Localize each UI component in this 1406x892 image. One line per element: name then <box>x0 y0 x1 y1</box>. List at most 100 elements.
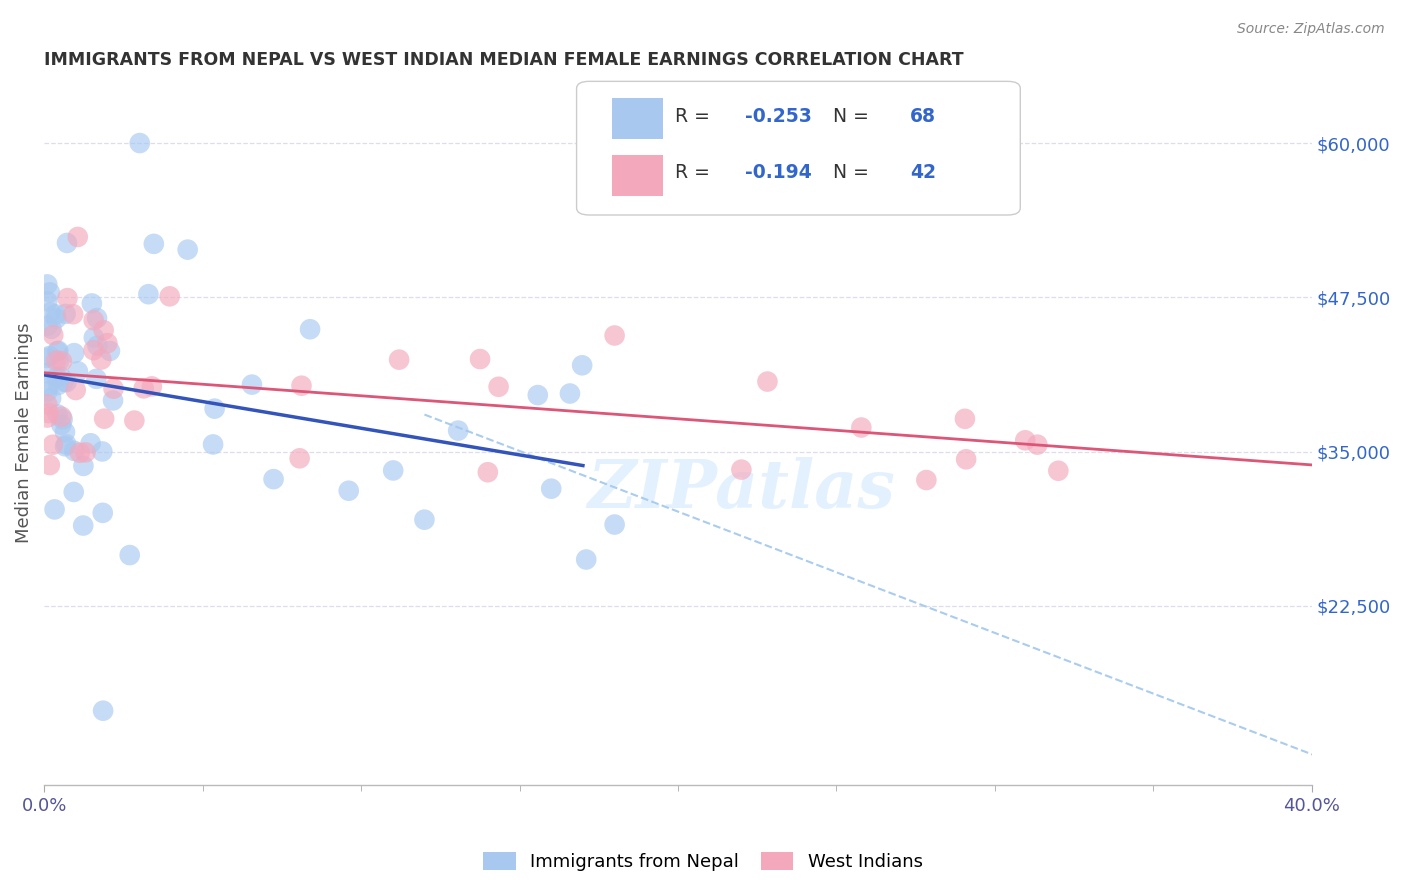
Point <box>48 354 70 368</box>
Point <box>46 378 69 392</box>
Point <box>953 412 976 426</box>
Point <box>101 393 124 408</box>
Point <box>86 339 108 353</box>
Y-axis label: Median Female Earnings: Median Female Earnings <box>15 323 32 543</box>
Point <box>263 472 285 486</box>
Point <box>82 343 104 358</box>
Point <box>86 372 108 386</box>
Point <box>558 386 581 401</box>
Text: R =: R = <box>675 107 716 126</box>
Point <box>66 364 89 378</box>
Point <box>240 377 263 392</box>
Point <box>142 236 165 251</box>
Point <box>603 517 626 532</box>
Point <box>51 417 73 432</box>
Point <box>62 485 84 500</box>
Text: Source: ZipAtlas.com: Source: ZipAtlas.com <box>1237 22 1385 37</box>
FancyBboxPatch shape <box>612 98 662 139</box>
Point <box>63 346 86 360</box>
Point <box>55 437 77 451</box>
Point <box>51 409 73 424</box>
Point <box>756 375 779 389</box>
Point <box>45 311 67 326</box>
Point <box>42 438 65 452</box>
Point <box>447 424 470 438</box>
Point <box>46 343 69 358</box>
Point <box>138 287 160 301</box>
Point <box>128 136 150 150</box>
Point <box>90 352 112 367</box>
Point <box>468 352 491 367</box>
Point <box>176 243 198 257</box>
Point <box>141 379 163 393</box>
Point <box>53 439 76 453</box>
Point <box>80 296 103 310</box>
Point <box>79 436 101 450</box>
Point <box>603 328 626 343</box>
Point <box>851 420 873 434</box>
Point <box>132 381 155 395</box>
Legend: Immigrants from Nepal, West Indians: Immigrants from Nepal, West Indians <box>477 845 929 879</box>
Point <box>56 291 79 305</box>
Point <box>37 410 59 425</box>
Point <box>955 452 977 467</box>
Point <box>91 704 114 718</box>
Point <box>488 380 510 394</box>
Point <box>37 318 59 333</box>
Point <box>38 406 60 420</box>
Point <box>477 465 499 479</box>
Point <box>540 482 562 496</box>
Point <box>37 351 59 365</box>
Point <box>55 375 77 389</box>
Point <box>202 437 225 451</box>
Point <box>72 518 94 533</box>
Point <box>39 391 62 405</box>
Point <box>159 289 181 303</box>
Text: R =: R = <box>675 163 716 182</box>
Point <box>37 294 59 309</box>
Point <box>83 313 105 327</box>
Point <box>1014 434 1036 448</box>
Point <box>63 443 86 458</box>
Point <box>96 336 118 351</box>
Point <box>72 458 94 473</box>
Point <box>62 307 84 321</box>
Point <box>37 397 59 411</box>
Text: -0.253: -0.253 <box>745 107 813 126</box>
Text: IMMIGRANTS FROM NEPAL VS WEST INDIAN MEDIAN FEMALE EARNINGS CORRELATION CHART: IMMIGRANTS FROM NEPAL VS WEST INDIAN MED… <box>44 51 963 69</box>
Text: 68: 68 <box>910 107 936 126</box>
Point <box>46 344 69 359</box>
Point <box>39 305 62 319</box>
Point <box>575 552 598 566</box>
Point <box>46 408 69 422</box>
Point <box>37 366 59 380</box>
Point <box>915 473 938 487</box>
Point <box>382 463 405 477</box>
Point <box>56 235 79 250</box>
Point <box>42 328 65 343</box>
Point <box>75 445 97 459</box>
Point <box>388 352 411 367</box>
Point <box>413 513 436 527</box>
Point <box>86 311 108 326</box>
Point <box>91 506 114 520</box>
Point <box>38 349 60 363</box>
Point <box>118 548 141 562</box>
Point <box>66 230 89 244</box>
Point <box>41 322 63 336</box>
Point <box>204 401 226 416</box>
Point <box>299 322 322 336</box>
Point <box>290 378 312 392</box>
Point <box>730 462 752 476</box>
Point <box>51 354 73 368</box>
Text: ZIPatlas: ZIPatlas <box>588 457 896 522</box>
Point <box>45 307 67 321</box>
Point <box>38 285 60 300</box>
Text: -0.194: -0.194 <box>745 163 811 182</box>
Point <box>53 425 76 439</box>
Point <box>45 353 67 368</box>
Point <box>52 412 75 426</box>
Point <box>571 359 593 373</box>
Point <box>44 502 66 516</box>
Point <box>49 369 72 384</box>
